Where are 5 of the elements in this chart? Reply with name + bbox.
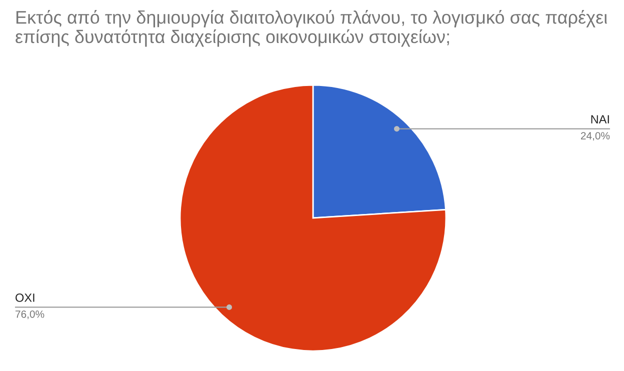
slice-label: ΟΧΙ	[16, 294, 34, 302]
slice-label: ΝΑΙ	[591, 115, 609, 124]
data-label: 24,0%	[580, 132, 610, 141]
chart-title: Εκτός από την δημιουργία διαιτολογικού πλάνου, το λογισμκό σας παρέχει επίσης δυνατότητα διαχείρισης οικονομικών στοιχείων;	[16, 10, 608, 47]
data-label: 76,0%	[16, 310, 44, 320]
